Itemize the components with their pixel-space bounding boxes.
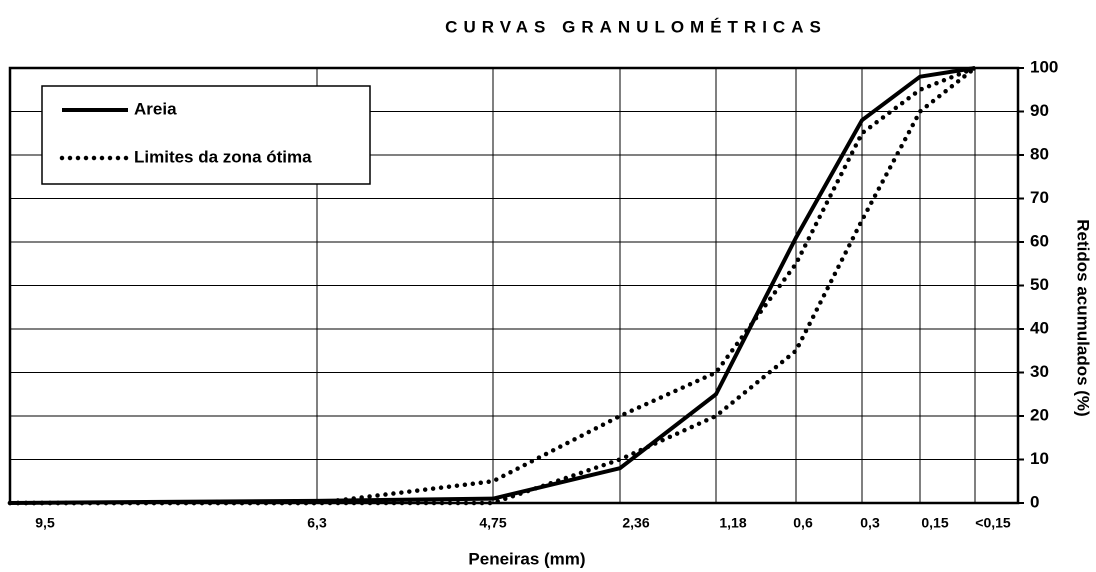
- y-tick-label: 90: [1030, 101, 1049, 120]
- legend-box: [41, 85, 371, 185]
- x-axis-label: Peneiras (mm): [468, 549, 585, 568]
- y-tick-label: 80: [1030, 144, 1049, 163]
- x-tick-label: 4,75: [479, 515, 506, 531]
- plot-frame: [8, 66, 1020, 505]
- y-tick-label: 30: [1030, 362, 1049, 381]
- x-tick-label: 0,3: [860, 515, 880, 531]
- y-tick-label: 60: [1030, 231, 1049, 250]
- legend-label: Limites da zona ótima: [134, 147, 312, 166]
- x-tick-label: 9,5: [35, 515, 55, 531]
- x-tick-label: 0,6: [793, 515, 813, 531]
- y-tick-label: 0: [1030, 492, 1039, 511]
- x-tick-label: 0,15: [921, 515, 948, 531]
- y-tick-label: 100: [1030, 57, 1058, 76]
- data-line: [7, 65, 978, 506]
- x-tick-label: 1,18: [719, 515, 746, 531]
- legend-label: Areia: [134, 99, 177, 118]
- y-tick-label: 40: [1030, 318, 1049, 337]
- chart-title: CURVAS GRANULOMÉTRICAS: [445, 17, 827, 36]
- x-tick-label: <0,15: [975, 515, 1011, 531]
- y-tick-label: 10: [1030, 449, 1049, 468]
- data-line: [9, 66, 976, 505]
- y-tick-label: 50: [1030, 275, 1049, 294]
- y-tick-label: 70: [1030, 188, 1049, 207]
- y-axis-label: Retidos acumulados (%): [1074, 219, 1093, 416]
- data-line: [7, 65, 978, 506]
- y-tick-label: 20: [1030, 405, 1049, 424]
- x-tick-label: 6,3: [307, 515, 327, 531]
- x-tick-label: 2,36: [622, 515, 649, 531]
